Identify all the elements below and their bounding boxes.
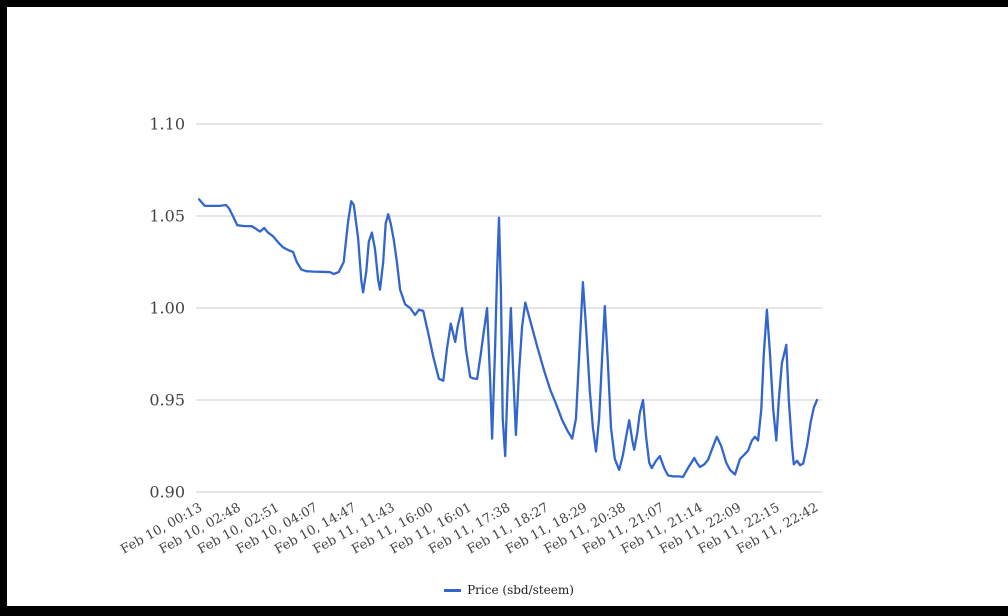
y-axis-tick-label: 1.00 <box>149 299 185 318</box>
frame-border-left <box>0 0 7 616</box>
price-line-series <box>197 198 819 479</box>
y-axis-tick-label: 0.95 <box>149 391 185 410</box>
y-axis-tick-label: 1.10 <box>149 115 185 134</box>
legend-label: Price (sbd/steem) <box>467 583 574 597</box>
frame-border-top <box>0 0 1008 7</box>
y-axis-tick-label: 0.90 <box>149 483 185 502</box>
frame-border-bottom <box>0 606 1008 616</box>
y-axis-tick-label: 1.05 <box>149 207 185 226</box>
chart-legend: Price (sbd/steem) <box>196 582 822 598</box>
legend-line-swatch <box>444 588 462 592</box>
